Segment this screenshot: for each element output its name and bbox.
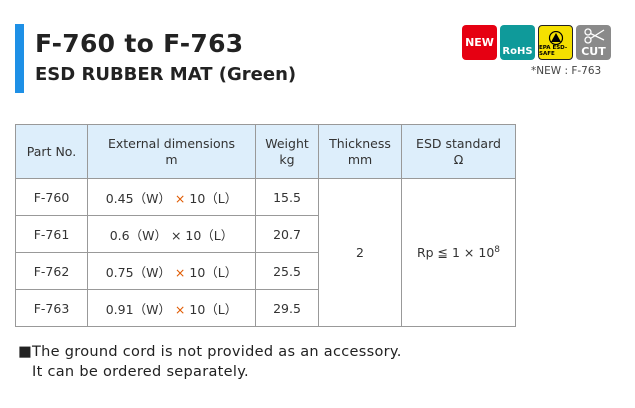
header-thickness: Thickness mm	[318, 124, 402, 179]
header-esd: ESD standard Ω	[401, 124, 516, 179]
bullet-square-icon: ■	[18, 344, 32, 360]
header-dimensions: External dimensions m	[87, 124, 256, 179]
weight: 29.5	[255, 289, 319, 327]
dimensions: 0.75（W） × 10（L）	[87, 252, 256, 290]
table-row: F-760 0.45（W） × 10（L） 15.5 2 Rp ≦ 1 × 10…	[15, 178, 516, 327]
table-row: F-762 0.75（W） × 10（L） 25.5	[15, 252, 516, 290]
table-row: F-763 0.91（W） × 10（L） 29.5	[15, 289, 516, 327]
part-no: F-763	[15, 289, 88, 327]
dimensions: 0.6（W） × 10（L）	[87, 215, 256, 253]
title-accent-bar	[15, 24, 24, 93]
dimensions: 0.45（W） × 10（L）	[87, 178, 256, 216]
part-no: F-760	[15, 178, 88, 216]
header-part-no: Part No.	[15, 124, 88, 179]
part-no: F-762	[15, 252, 88, 290]
table-row: F-761 0.6（W） × 10（L） 20.7	[15, 215, 516, 253]
page-subtitle: ESD RUBBER MAT (Green)	[35, 64, 297, 85]
new-badge-icon: NEW	[462, 25, 497, 60]
table-header-row: Part No. External dimensions m Weight kg T…	[15, 124, 516, 179]
dimensions: 0.91（W） × 10（L）	[87, 289, 256, 327]
accessory-note: ■The ground cord is not provided as an a…	[18, 344, 402, 380]
spec-table: Part No. External dimensions m Weight kg T…	[15, 124, 516, 327]
cut-scissors-icon: CUT	[576, 25, 611, 60]
new-note: *NEW : F-763	[531, 65, 602, 77]
thickness: 2	[318, 178, 402, 327]
esd-safe-icon: EPA ESD-SAFE	[538, 25, 573, 60]
weight: 15.5	[255, 178, 319, 216]
feature-badges: NEW RoHS EPA ESD-SAFE CUT	[462, 25, 611, 60]
weight: 20.7	[255, 215, 319, 253]
part-no: F-761	[15, 215, 88, 253]
esd-standard: Rp ≦ 1 × 108	[401, 178, 516, 327]
weight: 25.5	[255, 252, 319, 290]
header-weight: Weight kg	[255, 124, 319, 179]
page-title: F-760 to F-763	[35, 29, 244, 58]
rohs-icon: RoHS	[500, 25, 535, 60]
